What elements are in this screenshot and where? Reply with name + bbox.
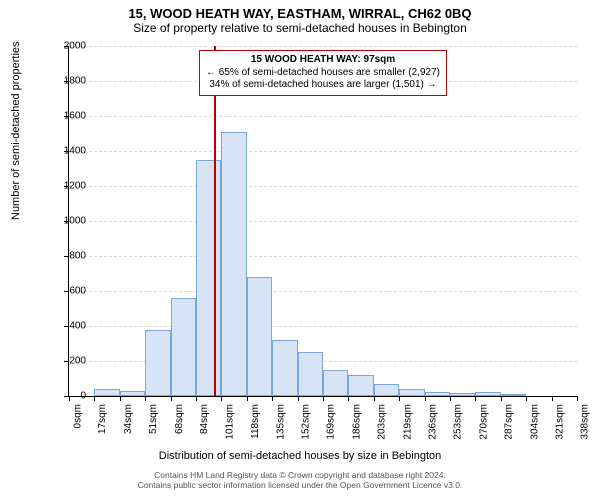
histogram-bar (145, 330, 170, 397)
y-tick-label: 600 (46, 286, 86, 297)
callout-larger: 34% of semi-detached houses are larger (… (209, 79, 436, 90)
x-tick (120, 396, 121, 401)
x-tick (94, 396, 95, 401)
histogram-bar (196, 160, 221, 396)
callout-box: 15 WOOD HEATH WAY: 97sqm ← 65% of semi-de… (199, 50, 447, 96)
histogram-bar (94, 389, 119, 396)
x-tick (323, 396, 324, 401)
x-tick-label: 304sqm (529, 404, 540, 440)
x-tick-label: 101sqm (224, 404, 235, 440)
x-tick-label: 287sqm (504, 404, 515, 440)
footer-line-1: Contains HM Land Registry data © Crown c… (154, 470, 446, 480)
x-tick-label: 219sqm (402, 404, 413, 440)
gridline (69, 151, 577, 152)
histogram-bar (247, 277, 272, 396)
x-tick-label: 186sqm (351, 404, 362, 440)
x-tick (374, 396, 375, 401)
x-tick-label: 84sqm (199, 404, 210, 434)
gridline (69, 221, 577, 222)
callout-smaller: ← 65% of semi-detached houses are smalle… (206, 67, 440, 78)
x-tick-label: 34sqm (123, 404, 134, 434)
y-tick-label: 1400 (46, 146, 86, 157)
x-tick (221, 396, 222, 401)
histogram-bar (298, 352, 323, 396)
gridline (69, 326, 577, 327)
histogram-bar (399, 389, 424, 396)
x-tick (272, 396, 273, 401)
chart-title: 15, WOOD HEATH WAY, EASTHAM, WIRRAL, CH6… (0, 0, 600, 21)
x-tick-label: 152sqm (301, 404, 312, 440)
x-tick-label: 0sqm (72, 404, 83, 428)
y-tick-label: 0 (46, 391, 86, 402)
y-tick-label: 800 (46, 251, 86, 262)
histogram-bar (323, 370, 348, 396)
chart-container: 15, WOOD HEATH WAY, EASTHAM, WIRRAL, CH6… (0, 0, 600, 500)
chart-subtitle: Size of property relative to semi-detach… (0, 21, 600, 39)
x-tick (501, 396, 502, 401)
x-tick-label: 68sqm (174, 404, 185, 434)
gridline (69, 291, 577, 292)
histogram-bar (221, 132, 246, 396)
x-tick-label: 321sqm (555, 404, 566, 440)
callout-title: 15 WOOD HEATH WAY: 97sqm (251, 54, 395, 65)
y-tick-label: 200 (46, 356, 86, 367)
histogram-bar (171, 298, 196, 396)
x-tick-label: 253sqm (453, 404, 464, 440)
histogram-bar (501, 394, 526, 396)
gridline (69, 186, 577, 187)
x-tick-label: 338sqm (580, 404, 591, 440)
x-tick (247, 396, 248, 401)
x-tick-label: 236sqm (428, 404, 439, 440)
marker-line (214, 46, 216, 396)
x-tick-label: 118sqm (250, 404, 261, 439)
y-tick-label: 400 (46, 321, 86, 332)
x-tick-label: 270sqm (478, 404, 489, 440)
x-tick (475, 396, 476, 401)
y-tick-label: 1600 (46, 111, 86, 122)
histogram-bar (272, 340, 297, 396)
x-tick (298, 396, 299, 401)
x-tick (171, 396, 172, 401)
x-tick (399, 396, 400, 401)
x-tick (348, 396, 349, 401)
x-tick (425, 396, 426, 401)
x-tick-label: 169sqm (326, 404, 337, 440)
y-tick-label: 1800 (46, 76, 86, 87)
x-tick (577, 396, 578, 401)
histogram-bar (425, 392, 450, 396)
histogram-bar (475, 392, 500, 396)
x-tick (450, 396, 451, 401)
x-tick (196, 396, 197, 401)
x-tick (145, 396, 146, 401)
histogram-bar (374, 384, 399, 396)
y-tick-label: 2000 (46, 41, 86, 52)
y-tick-label: 1000 (46, 216, 86, 227)
x-axis-label: Distribution of semi-detached houses by … (0, 450, 600, 462)
x-tick-label: 203sqm (377, 404, 388, 440)
y-axis-label: Number of semi-detached properties (10, 41, 22, 220)
gridline (69, 116, 577, 117)
x-tick-label: 51sqm (148, 404, 159, 434)
y-tick-label: 1200 (46, 181, 86, 192)
plot-area: 15 WOOD HEATH WAY: 97sqm ← 65% of semi-de… (68, 46, 577, 397)
histogram-bar (120, 391, 145, 396)
histogram-bar (348, 375, 373, 396)
x-tick (552, 396, 553, 401)
gridline (69, 256, 577, 257)
histogram-bar (450, 393, 475, 397)
x-tick-label: 17sqm (97, 404, 108, 434)
footer-line-2: Contains public sector information licen… (138, 480, 463, 490)
gridline (69, 46, 577, 47)
footer-attribution: Contains HM Land Registry data © Crown c… (0, 470, 600, 490)
x-tick-label: 135sqm (275, 404, 286, 440)
x-tick (526, 396, 527, 401)
